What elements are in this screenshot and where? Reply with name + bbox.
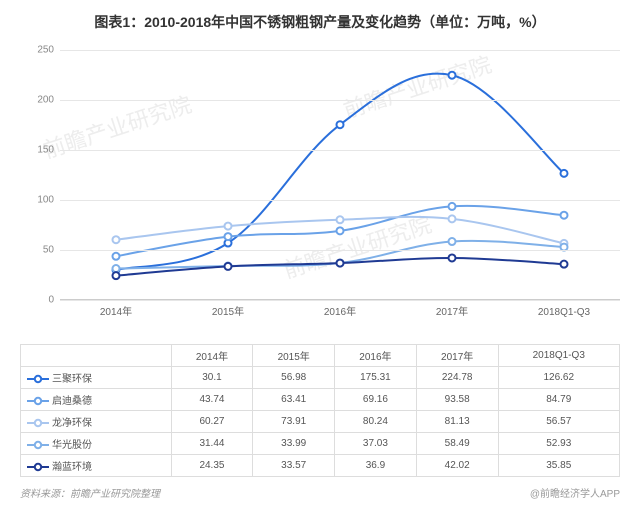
series-marker (561, 261, 568, 268)
series-name-label: 三聚环保 (52, 374, 92, 385)
series-marker (113, 236, 120, 243)
series-marker (113, 265, 120, 272)
series-marker (337, 260, 344, 267)
source-label: 资料来源：前瞻产业研究院整理 (20, 485, 160, 500)
gridline (60, 100, 620, 101)
xtick-label: 2017年 (436, 303, 468, 318)
chart-container: 图表1：2010-2018年中国不锈钢粗钢产量及变化趋势（单位：万吨，%） 前瞻… (0, 0, 640, 516)
table-cell: 69.16 (335, 389, 417, 411)
series-marker (337, 227, 344, 234)
series-marker (225, 263, 232, 270)
table-cell: 93.58 (416, 389, 498, 411)
plot-area: 0501001502002502014年2015年2016年2017年2018Q… (60, 50, 620, 300)
ytick-label: 150 (37, 145, 60, 156)
table-cell: 175.31 (335, 367, 417, 389)
table-cell: 56.98 (253, 367, 335, 389)
table-header-row: 2014年2015年2016年2017年2018Q1-Q3 (21, 345, 620, 367)
series-marker (113, 272, 120, 279)
table-cell: 36.9 (335, 455, 417, 477)
series-marker (449, 238, 456, 245)
ytick-label: 0 (48, 295, 60, 306)
ytick-label: 250 (37, 45, 60, 56)
series-name-label: 启迪桑德 (52, 396, 92, 407)
series-line (116, 74, 564, 270)
series-marker (113, 253, 120, 260)
gridline (60, 150, 620, 151)
series-legend-cell: 三聚环保 (21, 367, 172, 389)
legend-marker-icon (27, 462, 49, 472)
legend-marker-icon (27, 418, 49, 428)
table-cell: 35.85 (498, 455, 619, 477)
table-cell: 43.74 (171, 389, 253, 411)
table-cell: 42.02 (416, 455, 498, 477)
legend-marker-icon (27, 440, 49, 450)
table-corner-cell (21, 345, 172, 367)
table-row: 龙净环保 60.2773.9180.2481.1356.57 (21, 411, 620, 433)
data-table: 2014年2015年2016年2017年2018Q1-Q3三聚环保30.156.… (20, 344, 620, 477)
series-marker (225, 223, 232, 230)
gridline (60, 300, 620, 301)
table-header-cell: 2018Q1-Q3 (498, 345, 619, 367)
series-marker (449, 254, 456, 261)
series-name-label: 龙净环保 (52, 418, 92, 429)
series-marker (561, 212, 568, 219)
gridline (60, 250, 620, 251)
table-cell: 60.27 (171, 411, 253, 433)
table-row: 华光股份 31.4433.9937.0358.4952.93 (21, 433, 620, 455)
table-header-cell: 2016年 (335, 345, 417, 367)
footer: 资料来源：前瞻产业研究院整理 @前瞻经济学人APP (20, 485, 620, 500)
chart-title: 图表1：2010-2018年中国不锈钢粗钢产量及变化趋势（单位：万吨，%） (18, 12, 622, 32)
ytick-label: 100 (37, 195, 60, 206)
series-marker (225, 233, 232, 240)
series-legend-cell: 龙净环保 (21, 411, 172, 433)
table-cell: 33.99 (253, 433, 335, 455)
table-row: 瀚蓝环境 24.3533.5736.942.0235.85 (21, 455, 620, 477)
table-cell: 80.24 (335, 411, 417, 433)
series-name-label: 瀚蓝环境 (52, 462, 92, 473)
xtick-label: 2015年 (212, 303, 244, 318)
table-cell: 33.57 (253, 455, 335, 477)
series-legend-cell: 华光股份 (21, 433, 172, 455)
legend-marker-icon (27, 396, 49, 406)
table-cell: 81.13 (416, 411, 498, 433)
series-marker (449, 203, 456, 210)
table-header-cell: 2017年 (416, 345, 498, 367)
series-marker (449, 72, 456, 79)
legend-marker-icon (27, 374, 49, 384)
table-cell: 63.41 (253, 389, 335, 411)
xtick-label: 2014年 (100, 303, 132, 318)
table-cell: 56.57 (498, 411, 619, 433)
table-cell: 37.03 (335, 433, 417, 455)
xtick-label: 2016年 (324, 303, 356, 318)
chart-region: 前瞻产业研究院 前瞻产业研究院 前瞻产业研究院 0501001502002502… (20, 40, 620, 320)
series-legend-cell: 瀚蓝环境 (21, 455, 172, 477)
table-cell: 31.44 (171, 433, 253, 455)
table-cell: 224.78 (416, 367, 498, 389)
footer-credit: @前瞻经济学人APP (530, 485, 620, 500)
ytick-label: 50 (43, 245, 60, 256)
table-header-cell: 2014年 (171, 345, 253, 367)
table-row: 启迪桑德 43.7463.4169.1693.5884.79 (21, 389, 620, 411)
lines-svg (60, 50, 620, 300)
table-header-cell: 2015年 (253, 345, 335, 367)
xtick-label: 2018Q1-Q3 (538, 307, 590, 318)
table-cell: 84.79 (498, 389, 619, 411)
series-marker (337, 121, 344, 128)
table-cell: 73.91 (253, 411, 335, 433)
gridline (60, 200, 620, 201)
table-cell: 30.1 (171, 367, 253, 389)
series-marker (561, 170, 568, 177)
series-marker (449, 215, 456, 222)
ytick-label: 200 (37, 95, 60, 106)
table-cell: 126.62 (498, 367, 619, 389)
series-marker (337, 216, 344, 223)
table-cell: 58.49 (416, 433, 498, 455)
gridline (60, 50, 620, 51)
table-cell: 52.93 (498, 433, 619, 455)
series-name-label: 华光股份 (52, 440, 92, 451)
series-legend-cell: 启迪桑德 (21, 389, 172, 411)
table-row: 三聚环保 30.156.98175.31224.78126.62 (21, 367, 620, 389)
table-cell: 24.35 (171, 455, 253, 477)
